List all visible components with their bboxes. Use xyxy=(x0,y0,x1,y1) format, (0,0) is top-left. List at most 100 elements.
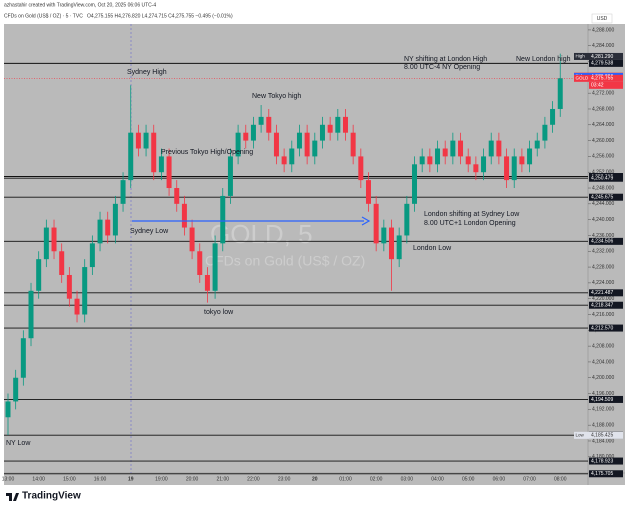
y-tick-label: 4,264.000 xyxy=(592,122,614,128)
level-tag xyxy=(589,193,623,201)
countdown: 03:42 xyxy=(591,83,604,89)
candle-body xyxy=(51,227,57,252)
candle-body xyxy=(250,124,256,141)
annotation: London shifting at Sydney Low xyxy=(424,211,520,218)
brand-logo xyxy=(6,493,19,501)
level-tag-label: 4,279.538 xyxy=(591,61,613,67)
candle-body xyxy=(174,188,180,204)
candle-body xyxy=(197,251,203,275)
candle-body xyxy=(350,132,356,157)
x-tick-label: 22:00 xyxy=(247,476,260,482)
y-tick-label: 4,204.000 xyxy=(592,359,614,365)
labels: 4,180.000 4,184.000 4,188.000 4,192.000 4,19… xyxy=(2,27,623,482)
candle-body xyxy=(112,203,118,236)
candle-body xyxy=(488,140,494,157)
y-tick-label: 4,188.000 xyxy=(592,422,614,428)
candle-body xyxy=(82,267,88,315)
level-tag-label: 4,250.479 xyxy=(591,176,613,182)
candle-body xyxy=(89,243,95,268)
x-tick-label: 02:00 xyxy=(370,476,383,482)
price-tag-name-box xyxy=(574,74,589,82)
candle-body xyxy=(427,156,433,165)
candle-body xyxy=(189,227,195,252)
annotation: NY Low xyxy=(6,440,31,447)
x-tick-label: 21:00 xyxy=(217,476,230,482)
level-tag-label: 4,212.570 xyxy=(591,325,613,331)
candle-body xyxy=(212,243,218,291)
level-tag-label: 4,245.675 xyxy=(591,195,613,201)
candle-body xyxy=(527,148,533,165)
symbol-line: CFDs on Gold (US$ / OZ) · 5 · TVC xyxy=(4,13,83,19)
candle-body xyxy=(304,132,310,157)
annotation: New London high xyxy=(516,56,571,63)
candle-body xyxy=(312,140,318,157)
y-tick-label: 4,288.000 xyxy=(592,27,614,33)
candle-body xyxy=(289,148,295,165)
logo-mark xyxy=(6,493,19,501)
level-tag xyxy=(589,470,623,478)
x-tick-label: 14:00 xyxy=(32,476,45,482)
y-tick-label: 4,284.000 xyxy=(592,43,614,49)
candle-body xyxy=(557,78,563,109)
y-tick-label: 4,228.000 xyxy=(592,264,614,270)
candles xyxy=(5,53,563,436)
x-tick-label: 06:00 xyxy=(493,476,506,482)
candle-body xyxy=(435,148,441,165)
annotation: New Tokyo high xyxy=(252,93,301,100)
y-tick-label: 4,220.000 xyxy=(592,296,614,302)
x-tick-label: 15:00 xyxy=(63,476,76,482)
y-tick-label: 4,196.000 xyxy=(592,391,614,397)
candle-body xyxy=(258,116,264,125)
currency[interactable]: USD xyxy=(597,16,608,22)
annotation: Sydney High xyxy=(127,69,167,76)
brand: TradingView xyxy=(22,491,81,502)
x-tick-label: 07:00 xyxy=(523,476,536,482)
level-tag-label: 4,234.506 xyxy=(591,239,613,245)
candle-body xyxy=(519,156,525,165)
y-tick-label: 4,236.000 xyxy=(592,233,614,239)
candle-body xyxy=(373,203,379,244)
candle-body xyxy=(243,132,249,141)
candle-body xyxy=(481,156,487,173)
price-axis-bg xyxy=(588,24,625,485)
candle-body xyxy=(59,251,65,275)
level-tag xyxy=(589,289,623,297)
candle-body xyxy=(496,140,502,157)
candle-body xyxy=(342,116,348,133)
candle-body xyxy=(281,156,287,165)
arrow-head xyxy=(361,216,371,226)
x-tick-label: 01:00 xyxy=(339,476,352,482)
candle-body xyxy=(143,132,149,149)
annotation: NY shifting at London High xyxy=(404,56,487,63)
candle-body xyxy=(550,108,556,125)
price-tag-box xyxy=(589,74,623,82)
y-tick-label: 4,240.000 xyxy=(592,217,614,223)
candle-body xyxy=(412,164,418,204)
candle-body xyxy=(396,235,402,260)
y-tick-label: 4,192.000 xyxy=(592,407,614,413)
candle-body xyxy=(542,124,548,141)
candle-body xyxy=(442,148,448,157)
x-tick-label: 20:00 xyxy=(186,476,199,482)
candle-body xyxy=(534,140,540,149)
candle-body xyxy=(97,219,103,244)
level-tag xyxy=(589,457,623,465)
candle-body xyxy=(381,227,387,244)
level-tag xyxy=(589,237,623,245)
candle-body xyxy=(20,338,26,378)
candle-body xyxy=(5,401,11,418)
candle-body xyxy=(450,140,456,157)
y-tick-label: 4,180.000 xyxy=(592,454,614,460)
header-bg xyxy=(0,0,625,24)
price-tag-box xyxy=(589,431,623,439)
candle-body xyxy=(419,156,425,165)
x-tick-label: 19:00 xyxy=(155,476,168,482)
annotation: Previous Tokyo High/Opening xyxy=(161,149,253,156)
candle-body xyxy=(135,132,141,149)
candle-body xyxy=(36,259,42,291)
currency-box[interactable] xyxy=(591,13,613,24)
watermark-symbol: GOLD, 5 xyxy=(210,219,313,249)
annotation: 8.00 UTC+1 London Opening xyxy=(424,220,516,227)
annotation: 8.00 UTC-4 NY Opening xyxy=(404,64,480,71)
